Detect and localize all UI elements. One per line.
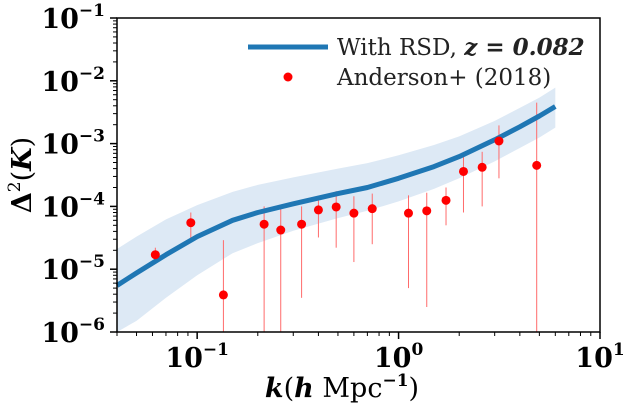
y-tick-label: 10−1: [41, 1, 105, 35]
legend: With RSD, z = 0.082 Anderson+ (2018): [248, 34, 585, 91]
errorbar-layer: [154, 102, 538, 332]
data-point-9: [367, 204, 377, 214]
y-axis-label: Δ2(K): [5, 137, 38, 213]
y-tick-label: 10−6: [41, 315, 105, 349]
data-point-15: [494, 136, 504, 146]
data-point-10: [403, 208, 413, 218]
data-point-4: [276, 225, 286, 235]
data-point-16: [532, 160, 542, 170]
x-axis-label: k(h Mpc−1): [265, 371, 419, 404]
data-point-layer: [150, 136, 542, 300]
data-point-0: [150, 250, 160, 260]
y-tick-label: 10−3: [41, 127, 105, 161]
y-tick-label: 10−4: [41, 189, 105, 223]
data-point-6: [313, 205, 323, 215]
data-point-13: [458, 166, 468, 176]
data-point-11: [422, 206, 432, 216]
legend-model-label: With RSD, z = 0.082: [337, 34, 585, 61]
axes-frame: [116, 17, 601, 333]
legend-data-swatch: [283, 72, 293, 82]
data-point-1: [186, 218, 196, 228]
y-tick-label: 10−2: [41, 64, 105, 98]
y-tick-label: 10−5: [41, 252, 105, 286]
x-tick-label: 10−1: [165, 340, 229, 374]
data-point-5: [297, 219, 307, 229]
legend-data-label: Anderson+ (2018): [336, 65, 551, 91]
data-point-8: [349, 208, 359, 218]
x-tick-label: 100: [374, 340, 424, 374]
data-point-2: [218, 290, 228, 300]
x-tick-label: 101: [575, 340, 624, 374]
data-point-12: [441, 195, 451, 205]
plot-area: [115, 87, 557, 332]
tick-layer: 10−1 100 101 10−6 10−5 10−4 10−3 10−2 10−1: [41, 1, 624, 374]
data-point-7: [331, 202, 341, 212]
data-point-14: [477, 162, 487, 172]
data-point-3: [259, 219, 269, 229]
model-line-with-rsd: [115, 104, 557, 288]
